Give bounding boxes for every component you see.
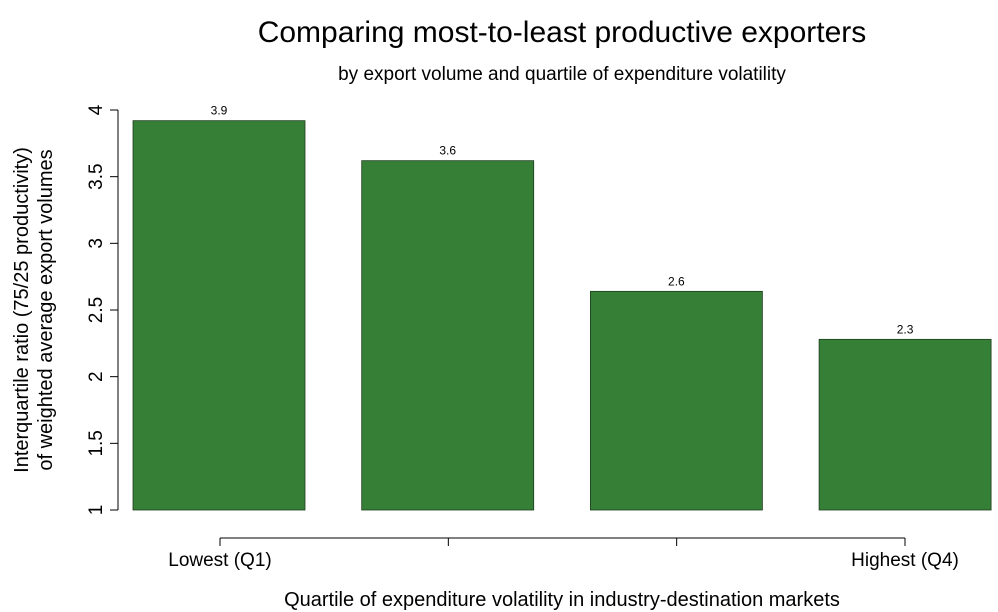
- y-tick-label: 4: [86, 104, 107, 115]
- bar: [818, 338, 992, 511]
- y-tick-label: 3.5: [86, 163, 107, 189]
- bar: [361, 160, 535, 511]
- y-tick-label: 3: [86, 238, 107, 249]
- y-axis-label: Interquartile ratio (75/25 productivity): [11, 147, 33, 473]
- x-tick-label: Lowest (Q1): [168, 550, 271, 571]
- x-tick-label: Highest (Q4): [851, 550, 959, 571]
- x-axis-label: Quartile of expenditure volatility in in…: [284, 589, 840, 611]
- y-axis-label: of weighted average export volumes: [35, 149, 57, 470]
- value-label: 2.3: [897, 322, 914, 336]
- bar: [132, 120, 306, 511]
- bar: [590, 290, 763, 511]
- y-tick-label: 1: [86, 505, 107, 516]
- value-label: 3.9: [211, 104, 228, 118]
- y-tick-label: 1.5: [86, 430, 107, 456]
- chart-title: Comparing most-to-least productive expor…: [258, 16, 867, 49]
- chart-subtitle: by export volume and quartile of expendi…: [338, 64, 786, 85]
- value-label: 2.6: [668, 274, 685, 288]
- value-label: 3.6: [439, 144, 456, 158]
- y-tick-label: 2: [86, 371, 107, 382]
- y-tick-label: 2.5: [86, 297, 107, 323]
